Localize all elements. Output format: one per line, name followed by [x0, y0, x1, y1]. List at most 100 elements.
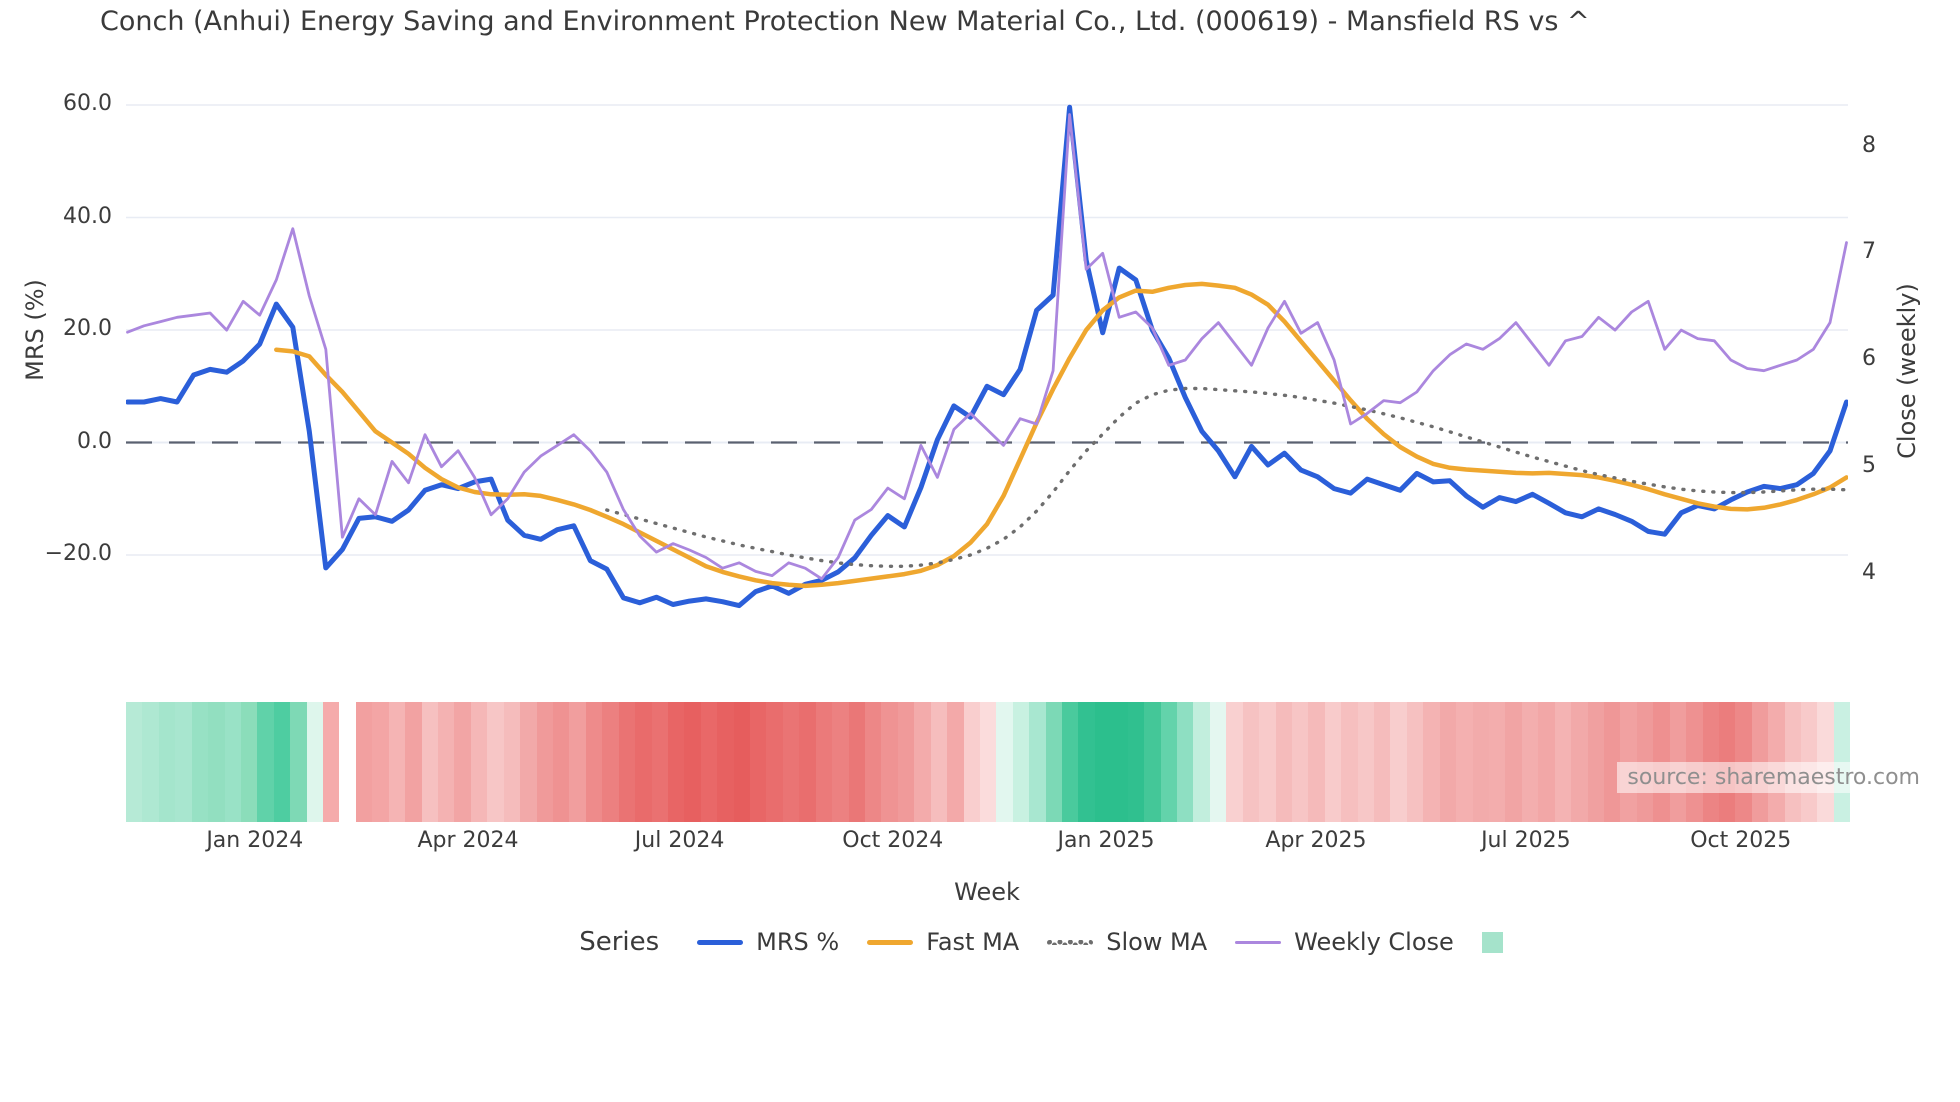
heatmap-cell	[1603, 702, 1621, 822]
heatmap-cell	[290, 702, 307, 822]
heatmap-cell	[1439, 702, 1457, 822]
heatmap-cell	[930, 702, 948, 822]
heatmap-cell	[339, 702, 356, 822]
heatmap-cell	[750, 702, 767, 822]
heatmap-cell	[1029, 702, 1046, 822]
x-tick-label: Oct 2025	[1690, 828, 1792, 853]
left-tick-label: 60.0	[63, 91, 112, 116]
heatmap-cell	[1160, 702, 1177, 822]
heatmap-cell	[536, 702, 553, 822]
legend-item-fast-ma: Fast MA	[867, 928, 1019, 956]
heatmap-cell	[651, 702, 668, 822]
heatmap-cell	[1505, 702, 1522, 822]
heatmap-cell	[815, 702, 833, 822]
heatmap-cell	[1275, 702, 1292, 822]
x-tick-label: Jan 2025	[1057, 828, 1155, 853]
heatmap-cell	[996, 702, 1013, 822]
heatmap-cell	[1045, 702, 1063, 822]
heatmap-cell	[355, 702, 373, 822]
left-tick-label: 0.0	[77, 428, 112, 454]
mrs-line-swatch-icon	[697, 939, 744, 945]
heatmap-cell	[1341, 702, 1358, 822]
heatmap-cell	[1012, 702, 1030, 822]
weekly-close-line-swatch-icon	[1235, 940, 1282, 944]
heatmap-cell	[864, 702, 882, 822]
performance-heatmap-strip	[126, 702, 1851, 822]
heatmap-cell	[1242, 702, 1260, 822]
heatmap-cell	[1291, 702, 1309, 822]
heatmap-cell	[1177, 702, 1194, 822]
right-axis-title: Close (weekly)	[1893, 283, 1921, 459]
left-tick-label: 20.0	[63, 316, 112, 341]
legend-title: Series	[579, 927, 660, 957]
heatmap-cell	[782, 702, 800, 822]
slow-ma-dotted-swatch-icon	[1047, 939, 1094, 945]
series-line-weekly-close	[126, 113, 1848, 581]
legend-item-heatmap	[1481, 931, 1503, 953]
heatmap-cell	[1423, 702, 1440, 822]
legend-item-label: Weekly Close	[1294, 928, 1454, 956]
source-attribution: source: sharemaestro.com	[1617, 762, 1930, 793]
heatmap-cell	[799, 702, 816, 822]
heatmap-cell	[421, 702, 439, 822]
left-tick-label: 40.0	[63, 203, 112, 229]
heatmap-cell	[388, 702, 406, 822]
heatmap-cell	[733, 702, 751, 822]
heatmap-cell	[1193, 702, 1210, 822]
x-tick-label: Oct 2024	[842, 828, 944, 853]
heatmap-cell	[766, 702, 783, 822]
heatmap-cell	[1324, 702, 1342, 822]
heatmap-cell	[1406, 702, 1424, 822]
x-tick-label: Apr 2025	[1265, 828, 1367, 853]
heatmap-cell	[175, 702, 192, 822]
heatmap-cell	[503, 702, 521, 822]
heatmap-cell	[832, 702, 849, 822]
legend-item-weekly-close: Weekly Close	[1235, 928, 1454, 956]
heatmap-cell	[585, 702, 603, 822]
chart-plot	[125, 104, 1849, 609]
heatmap-cell	[717, 702, 734, 822]
heatmap-cell	[158, 702, 176, 822]
heatmap-cell	[1521, 702, 1539, 822]
heatmap-cell	[323, 702, 340, 822]
right-tick-label: 7	[1862, 239, 1876, 265]
heatmap-cell	[1209, 702, 1227, 822]
heatmap-cell	[306, 702, 324, 822]
heatmap-cell	[1226, 702, 1243, 822]
heatmap-cell	[1374, 702, 1391, 822]
heatmap-cell	[602, 702, 619, 822]
legend-item-slow-ma: Slow MA	[1047, 928, 1207, 956]
heatmap-cell	[438, 702, 455, 822]
x-axis-title: Week	[954, 878, 1020, 906]
heatmap-cell	[1538, 702, 1555, 822]
heatmap-cell	[963, 702, 980, 822]
heatmap-cell	[224, 702, 241, 822]
heatmap-cell	[1489, 702, 1506, 822]
series-line-mrs-	[125, 104, 1849, 609]
heatmap-cell	[142, 702, 159, 822]
right-tick-label: 6	[1862, 346, 1876, 371]
chart-plot-area	[125, 84, 1849, 620]
left-tick-label: −20.0	[44, 541, 112, 566]
heatmap-cell	[1308, 702, 1325, 822]
heatmap-cell	[1472, 702, 1490, 822]
x-tick-label: Jan 2024	[206, 828, 304, 853]
heatmap-cell	[257, 702, 274, 822]
heatmap-cell	[1144, 702, 1161, 822]
heatmap-cell	[635, 702, 652, 822]
chart-legend: Series MRS % Fast MA Slow MA Weekly Clos…	[126, 920, 1956, 964]
heatmap-cell	[126, 702, 143, 822]
heatmap-cell	[979, 702, 997, 822]
heatmap-cell	[947, 702, 964, 822]
heatmap-cell	[897, 702, 915, 822]
heatmap-cell	[1390, 702, 1407, 822]
heatmap-cell	[240, 702, 258, 822]
heatmap-cell	[454, 702, 471, 822]
right-tick-label: 8	[1862, 132, 1876, 158]
heatmap-cell	[1554, 702, 1572, 822]
heatmap-cell	[1357, 702, 1375, 822]
heatmap-cell	[1259, 702, 1276, 822]
heatmap-cell	[684, 702, 701, 822]
heatmap-cell	[520, 702, 537, 822]
legend-item-mrs: MRS %	[697, 928, 839, 956]
